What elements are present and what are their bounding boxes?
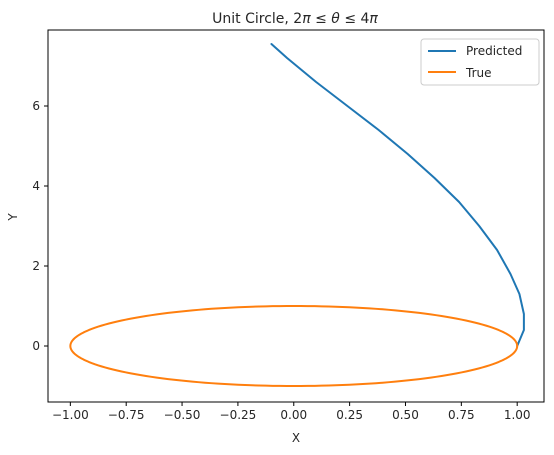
y-axis-label: Y — [6, 213, 20, 222]
x-tick-label: −0.25 — [220, 408, 257, 422]
y-tick-label: 6 — [32, 99, 40, 113]
x-tick-label: 0.00 — [280, 408, 307, 422]
chart-title-mid: ≤ 4 — [340, 11, 370, 27]
chart-title: Unit Circle, 2π ≤ θ ≤ 4π — [212, 11, 378, 27]
legend-label-predicted: Predicted — [466, 44, 522, 58]
plot-area: −1.00 −0.75 −0.50 −0.25 0.00 0.25 0.50 0.75 1.00… — [32, 29, 545, 422]
chart-title-theta: θ — [331, 11, 340, 27]
chart-title-pi: π — [302, 11, 311, 27]
y-tick-label: 4 — [32, 179, 40, 193]
x-tick-label: 0.25 — [336, 408, 363, 422]
x-axis-label: X — [292, 431, 300, 445]
series-line-predicted — [270, 43, 525, 347]
x-tick-label: −1.00 — [52, 408, 89, 422]
chart-title-prefix: Unit Circle, 2 — [212, 11, 302, 27]
x-tick-label: 1.00 — [504, 408, 531, 422]
chart-title-le: ≤ — [311, 11, 332, 27]
y-tick-label: 0 — [32, 339, 40, 353]
series-line-true — [69, 305, 519, 387]
x-tick-label: −0.50 — [164, 408, 201, 422]
x-tick-label: 0.50 — [392, 408, 419, 422]
plot-frame — [47, 29, 545, 403]
legend: Predicted True — [420, 38, 540, 86]
legend-label-true: True — [465, 66, 492, 80]
x-tick-label: 0.75 — [448, 408, 475, 422]
y-tick-label: 2 — [32, 259, 40, 273]
chart-title-pi-2: π — [369, 11, 378, 27]
x-tick-label: −0.75 — [108, 408, 145, 422]
